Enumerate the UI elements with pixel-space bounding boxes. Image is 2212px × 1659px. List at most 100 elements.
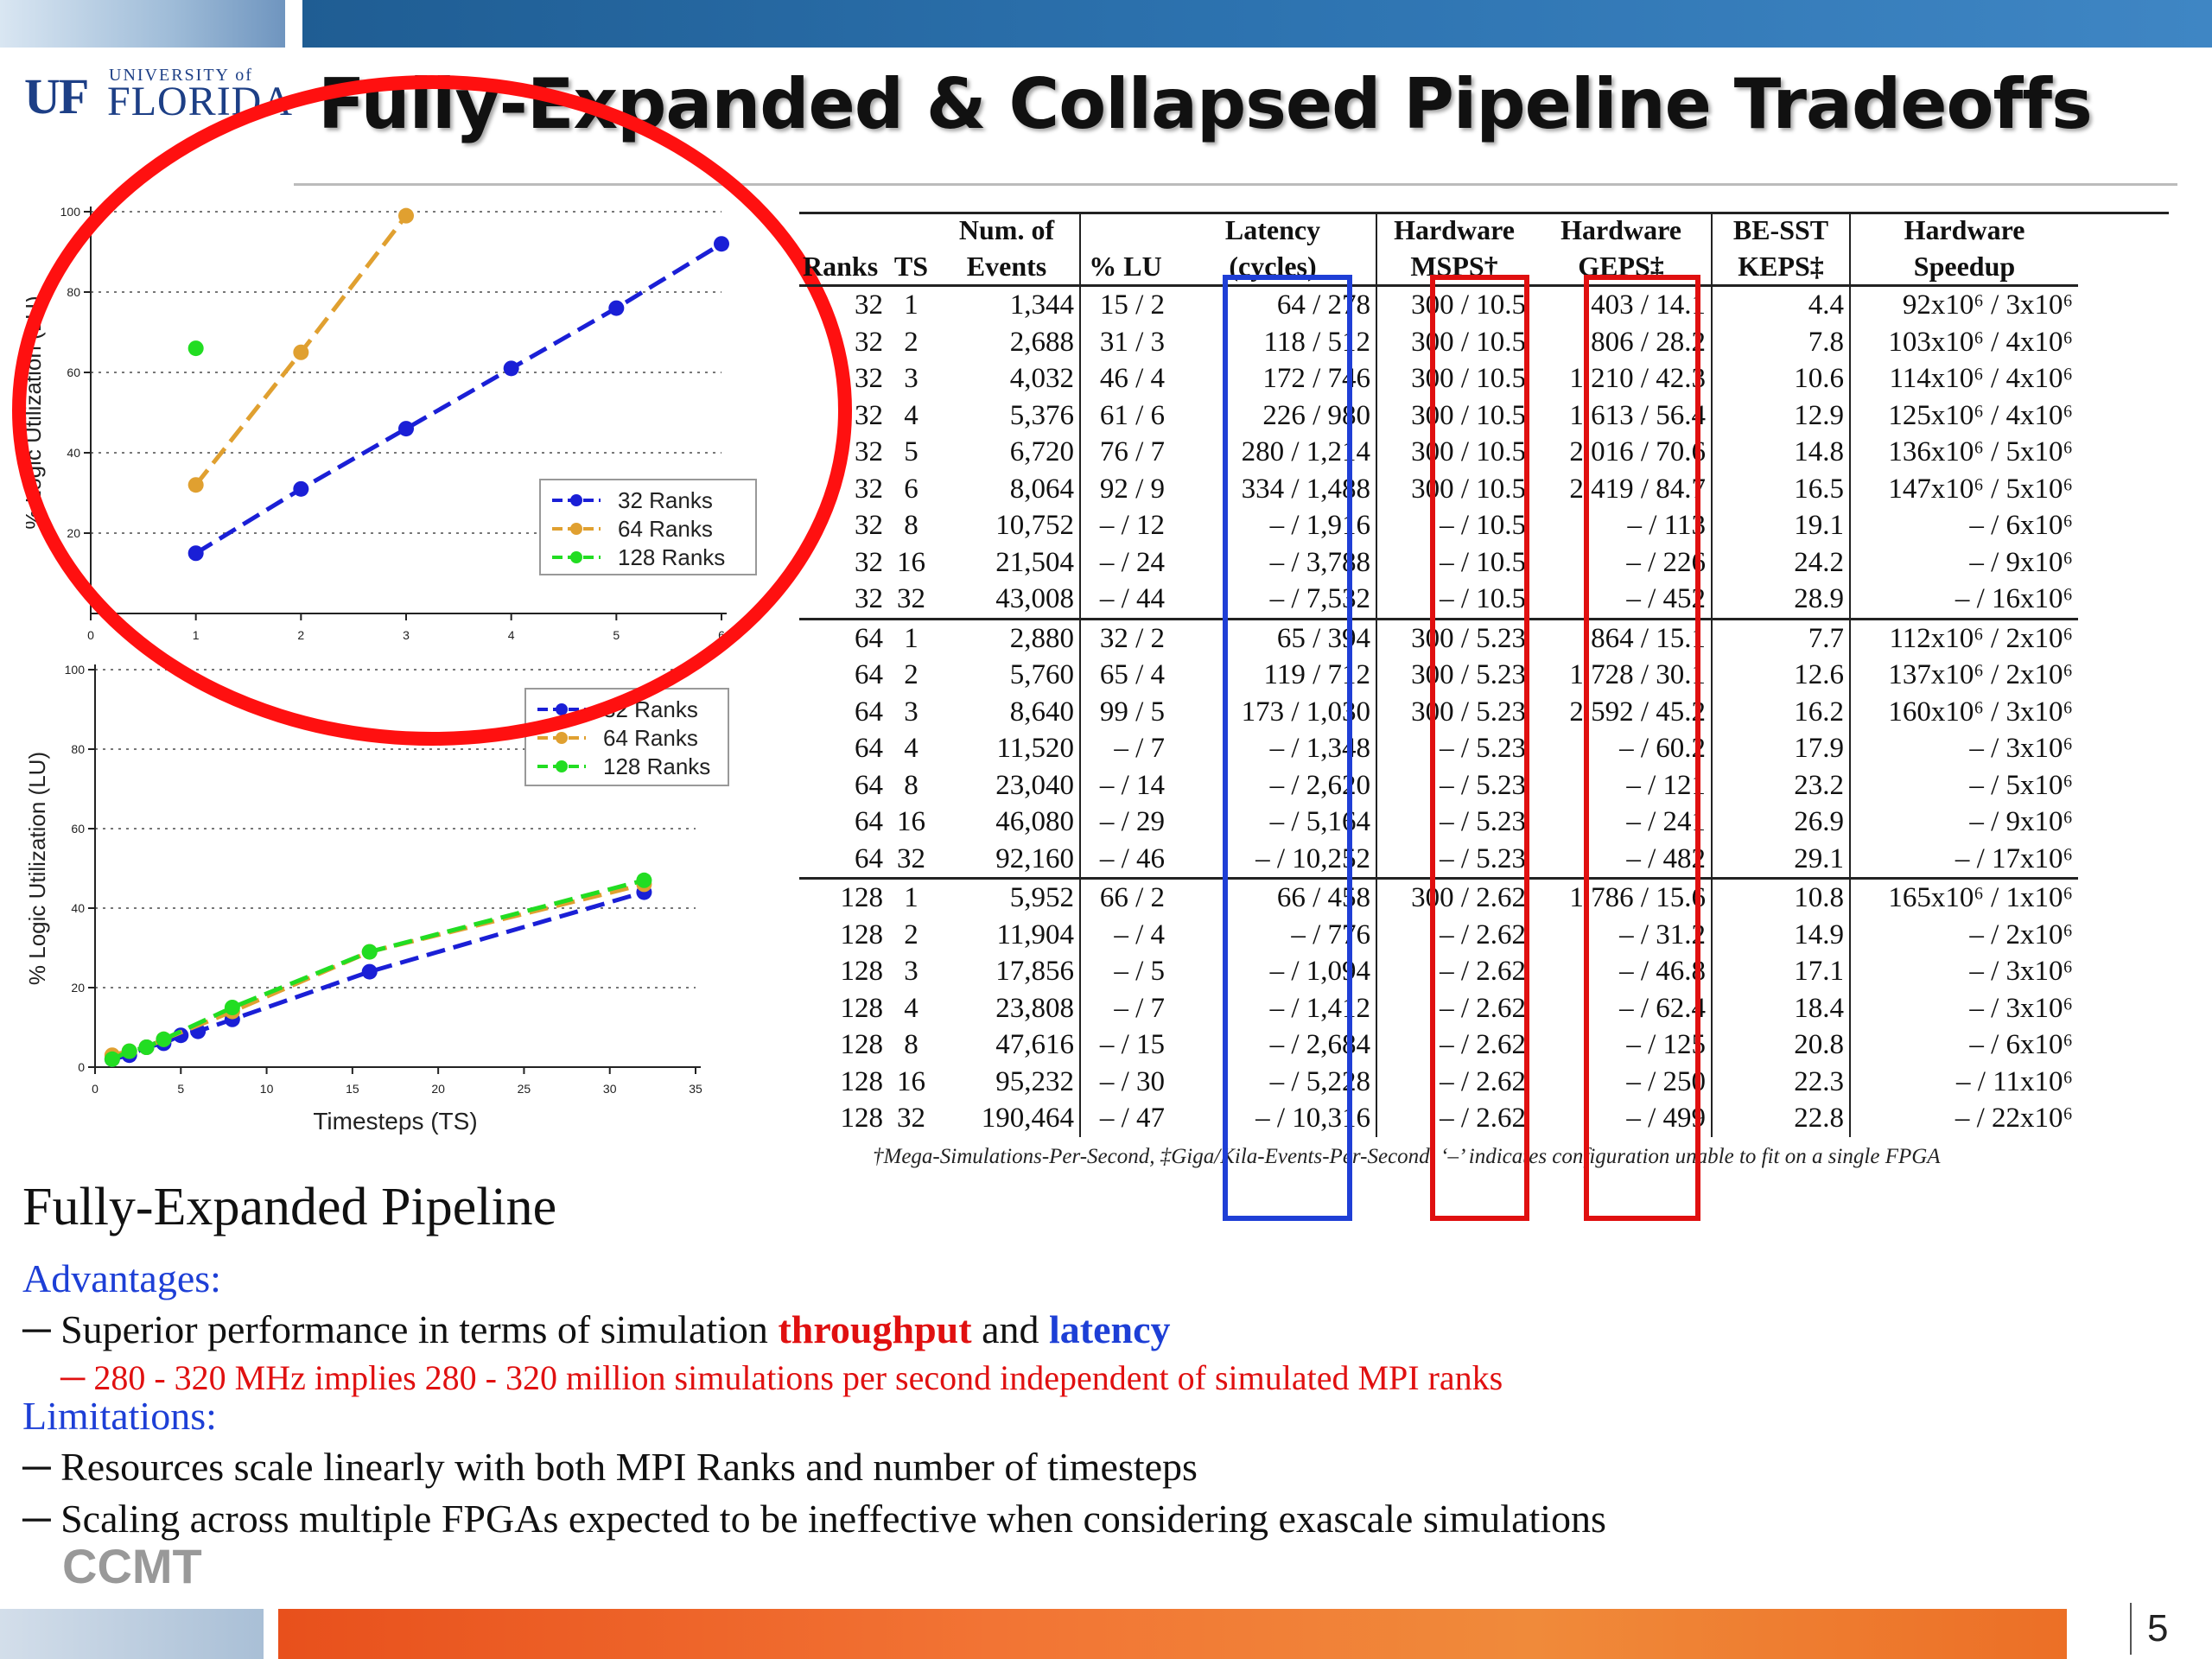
table-cell: 64 (855, 733, 883, 765)
table-cell: – / 9x10⁶ (1969, 806, 2073, 838)
data-point (188, 340, 204, 357)
table-cell: 64 (855, 622, 883, 654)
table-cell: 7.7 (1712, 619, 1851, 657)
table-cell: – / 2x10⁶ (1969, 918, 2073, 950)
table-row: 128 8 47,616 – / 15– / 2,684 – / 2.62– / 125… (799, 1027, 2078, 1064)
table-cell: 65 / 394 (1170, 619, 1377, 657)
red-highlight-circle (12, 75, 852, 746)
table-cell: – / 10.5 (1376, 581, 1531, 620)
table-cell: 128 (840, 882, 884, 914)
table-row: 64 1 2,880 32 / 2 65 / 394 300 / 5.23 864 / 15… (799, 619, 2078, 657)
table-cell: 3 (904, 696, 918, 728)
table-cell: – / 47 (1099, 1103, 1165, 1135)
table-cell: 22.3 (1712, 1063, 1851, 1100)
table-cell: 99 / 5 (1099, 696, 1165, 728)
x-tick-label: 10 (260, 1082, 274, 1096)
table-row: 64 4 11,520 – / 7– / 1,348 – / 5.23– / 60.2 1… (799, 730, 2078, 767)
limitations-label: Limitations: (22, 1394, 217, 1438)
table-cell: – / 62.4 (1531, 989, 1713, 1027)
table-cell: – / 60.2 (1531, 730, 1713, 767)
table-cell: 32 (888, 581, 934, 620)
table-row: 32 32 43,008– / 44– / 7,532– / 10.5– / 452… (799, 581, 2078, 620)
table-cell: 76 / 7 (1099, 436, 1165, 468)
table-cell: 64 (855, 806, 883, 838)
data-point (121, 1043, 137, 1059)
table-cell: 5,760 (934, 657, 1081, 694)
table-cell: 2 (904, 326, 918, 358)
table-cell: 66 / 2 (1099, 882, 1165, 914)
page-number: 5 (2130, 1603, 2208, 1655)
table-cell: 65 / 4 (1099, 659, 1165, 691)
x-tick-label: 4 (508, 628, 515, 642)
table-cell: 14.9 (1712, 916, 1851, 953)
table-cell: 22.8 (1712, 1100, 1851, 1137)
legend-label: 32 Ranks (618, 487, 713, 513)
table-cell: 64 (855, 769, 883, 801)
table-cell: 16 (897, 546, 925, 578)
table-row: 64 32 92,160– / 46– / 10,252– / 5.23– / 48… (799, 840, 2078, 880)
table-cell: 23,040 (934, 766, 1081, 804)
col-events: Num. of Events (934, 212, 1081, 287)
table-cell: 46 / 4 (1099, 363, 1165, 395)
table-cell: 32 (897, 1103, 925, 1135)
y-tick-label: 60 (67, 365, 80, 379)
legend-swatch-dot (556, 703, 568, 715)
table-cell: – / 5x10⁶ (1969, 769, 2073, 801)
table-cell: – / 46 (1080, 840, 1170, 880)
table-cell: 2 (904, 659, 918, 691)
table-cell: – / 482 (1531, 840, 1713, 880)
table-cell: – / 2,684 (1170, 1027, 1377, 1064)
table-cell: – / 3x10⁶ (1969, 992, 2073, 1024)
data-point (714, 236, 729, 252)
table-cell: – / 3x10⁶ (1969, 733, 2073, 765)
table-cell: 47,616 (934, 1027, 1081, 1064)
limitation-bullet-2: ─ Scaling across multiple FPGAs expected… (22, 1497, 1606, 1541)
table-cell: 92 / 9 (1099, 473, 1165, 505)
table-cell: – / 2.62 (1440, 1065, 1526, 1097)
legend-label: 64 Ranks (618, 516, 713, 542)
y-tick-label: 20 (67, 526, 80, 540)
table-cell: 64 (799, 840, 888, 880)
table-cell: – / 24 (1099, 546, 1165, 578)
table-cell: 66 / 458 (1170, 878, 1377, 917)
pipeline-table: Ranks TS Num. of Events % LU Latency (cycl… (799, 212, 2078, 1137)
table-cell: – / 2.62 (1440, 956, 1526, 988)
logo-uf-text: UF (24, 68, 89, 124)
table-cell: – / 30 (1099, 1065, 1165, 1097)
table-cell: 1 (904, 622, 918, 654)
data-point (398, 421, 414, 437)
data-point (293, 344, 309, 360)
table-cell: 16 (897, 1065, 925, 1097)
y-tick-label: 100 (65, 663, 86, 677)
table-cell: 1 (904, 882, 918, 914)
y-tick-label: 40 (67, 446, 80, 460)
table-cell: – / 6x10⁶ (1969, 1029, 2073, 1061)
table-cell: 112x10⁶ / 2x10⁶ (1889, 622, 2073, 654)
table-row: 32 2 2,688 31 / 3 118 / 512 300 / 10.5 806 / 2… (799, 323, 2078, 360)
legend-swatch-dot (570, 523, 582, 535)
table-cell: – / 17x10⁶ (1850, 840, 2078, 880)
table-cell: 136x10⁶ / 5x10⁶ (1888, 436, 2073, 468)
table-cell: 23.2 (1712, 766, 1851, 804)
advantage-sub-bullet: ─ 280 - 320 MHz implies 280 - 320 millio… (60, 1358, 1503, 1397)
table-cell: 1,786 / 15.6 (1531, 878, 1713, 917)
data-point (608, 300, 625, 316)
table-cell: 1,210 / 42.3 (1531, 360, 1713, 397)
table-cell: – / 10,316 (1170, 1100, 1377, 1137)
data-point (138, 1039, 155, 1055)
x-tick-label: 0 (92, 1082, 99, 1096)
results-table: Ranks TS Num. of Events % LU Latency (cycl… (799, 212, 2173, 1137)
ccmt-logo: CCMT (62, 1539, 202, 1593)
legend-label: 64 Ranks (603, 725, 698, 751)
table-cell: 137x10⁶ / 2x10⁶ (1888, 659, 2073, 691)
table-cell: 46,080 (934, 804, 1081, 841)
table-cell: – / 29 (1099, 806, 1165, 838)
table-cell: 2,688 (934, 323, 1081, 360)
table-cell: 1,728 / 30.1 (1531, 657, 1713, 694)
table-header-row: Ranks TS Num. of Events % LU Latency (cycl… (799, 212, 2078, 287)
table-cell: 32 (855, 363, 883, 395)
col-speedup: Hardware Speedup (1850, 212, 2078, 287)
table-cell: 61 / 6 (1099, 399, 1165, 431)
col-ranks: Ranks (799, 212, 888, 287)
